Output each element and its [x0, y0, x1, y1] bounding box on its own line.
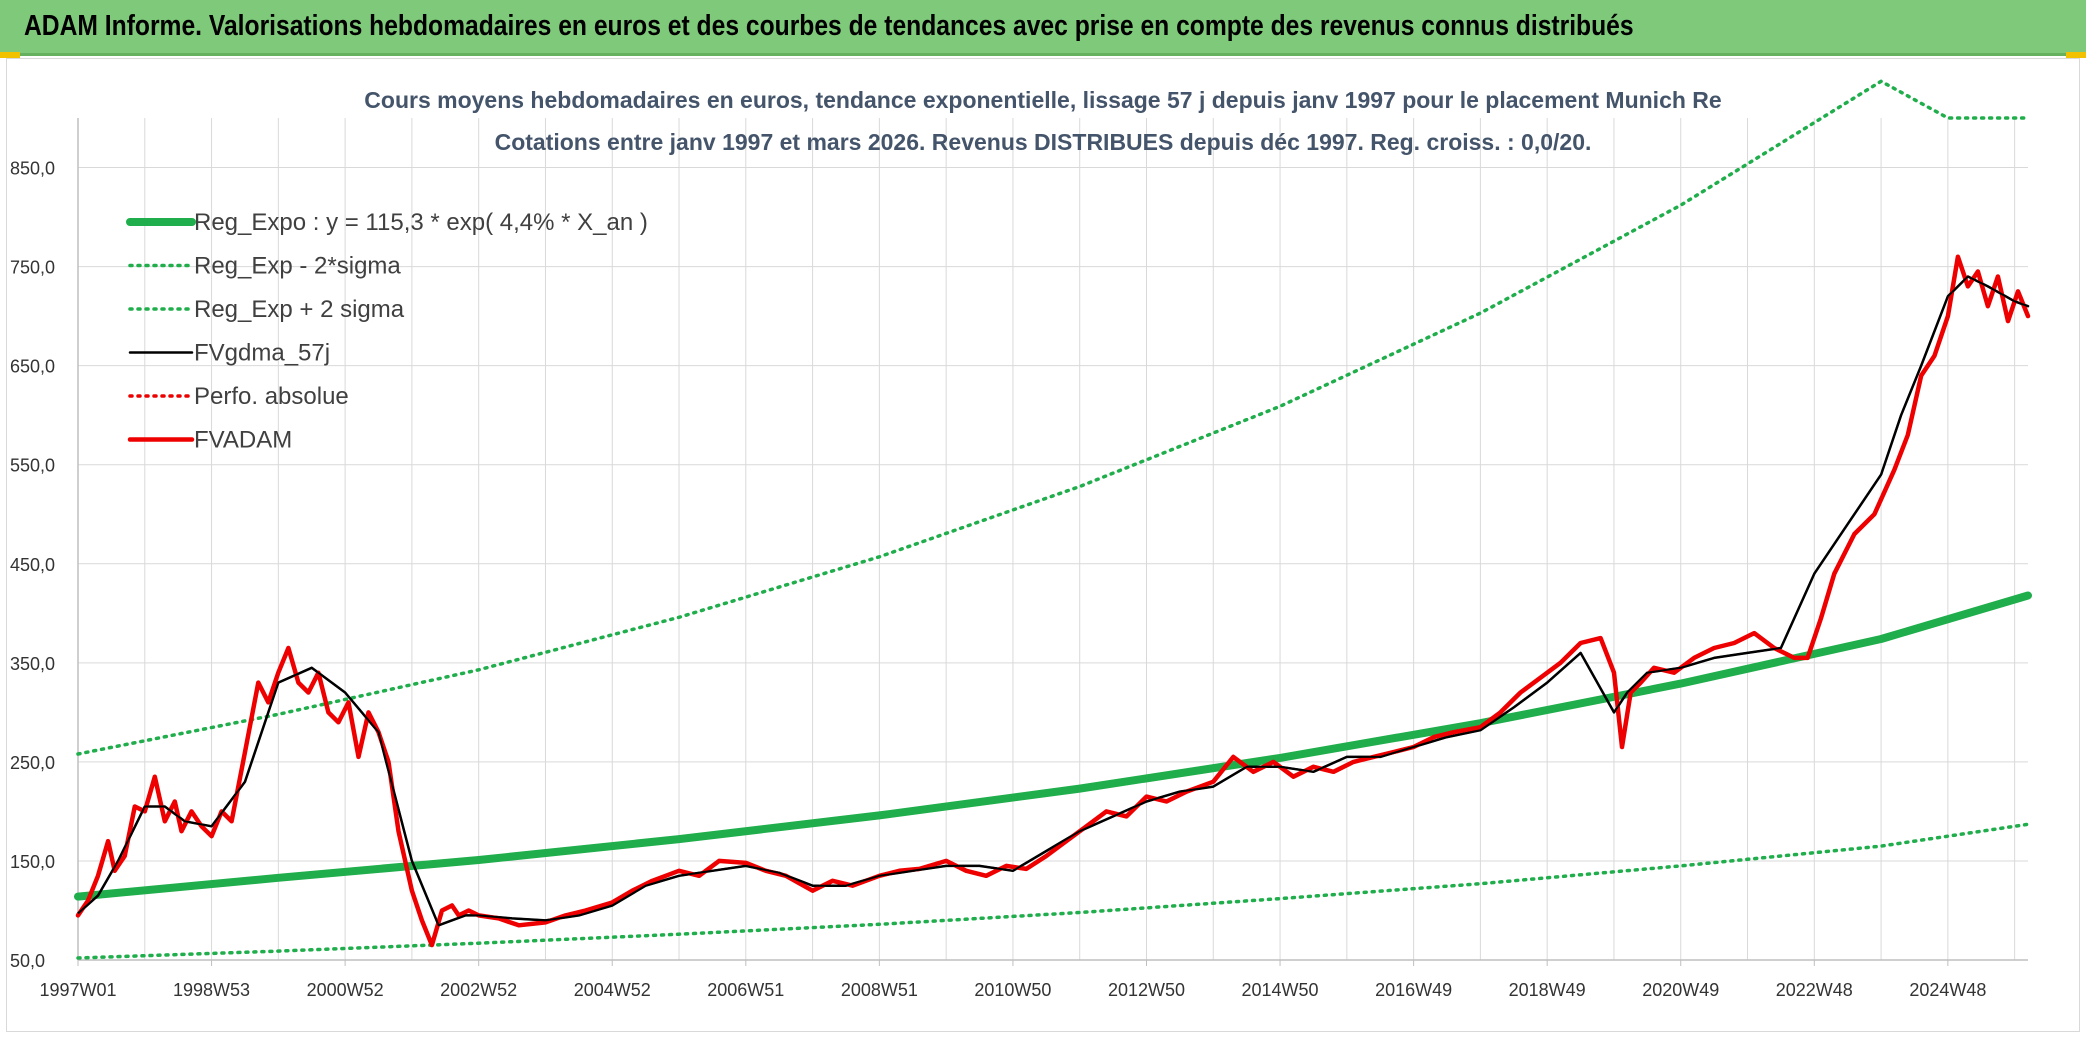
x-tick-label: 2000W52 — [307, 980, 384, 1000]
y-tick-label: 450,0 — [10, 555, 55, 575]
x-tick-label: 2008W51 — [841, 980, 918, 1000]
x-tick-label: 2014W50 — [1242, 980, 1319, 1000]
y-tick-label: 50,0 — [10, 951, 45, 971]
series-line-1 — [76, 822, 2030, 960]
x-axis: 1997W01 1998W53 2000W52 2002W52 2004W52 2006W… — [39, 960, 1986, 1000]
y-tick-label: 250,0 — [10, 753, 55, 773]
corner-marker-left — [0, 52, 20, 58]
y-tick-label: 650,0 — [10, 357, 55, 377]
series-layer — [74, 79, 2032, 960]
x-tick-label: 2004W52 — [574, 980, 651, 1000]
y-tick-label: 150,0 — [10, 852, 55, 872]
y-tick-label: 550,0 — [10, 456, 55, 476]
grid — [77, 118, 2028, 961]
legend: Reg_Expo : y = 115,3 * exp( 4,4% * X_an … — [126, 209, 648, 454]
chart-frame — [6, 58, 2080, 1032]
x-tick-label: 2020W49 — [1642, 980, 1719, 1000]
banner-title: ADAM Informe. Valorisations hebdomadaire… — [24, 10, 1634, 42]
series-line-2 — [76, 79, 2030, 756]
legend-label-3: FVgdma_57j — [194, 340, 330, 367]
series-line-0 — [74, 591, 2032, 901]
legend-label-0: Reg_Expo : y = 115,3 * exp( 4,4% * X_an … — [194, 209, 648, 236]
corner-marker-right — [2066, 52, 2086, 58]
x-tick-label: 2016W49 — [1375, 980, 1452, 1000]
x-tick-label: 2022W48 — [1776, 980, 1853, 1000]
legend-label-5: FVADAM — [194, 427, 292, 454]
x-tick-label: 2012W50 — [1108, 980, 1185, 1000]
x-tick-label: 2018W49 — [1509, 980, 1586, 1000]
y-tick-label: 850,0 — [10, 159, 55, 179]
x-tick-label: 1998W53 — [173, 980, 250, 1000]
header-banner: ADAM Informe. Valorisations hebdomadaire… — [0, 0, 2086, 56]
legend-label-1: Reg_Exp - 2*sigma — [194, 253, 401, 280]
series-line-5 — [75, 254, 2031, 948]
x-tick-label: 2006W51 — [707, 980, 784, 1000]
y-axis: 50,0 150,0 250,0 350,0 450,0 550,0 650,0 750,0 8… — [10, 159, 55, 971]
x-tick-label: 2024W48 — [1909, 980, 1986, 1000]
series-line-3 — [76, 275, 2030, 927]
y-tick-label: 350,0 — [10, 654, 55, 674]
chart-title: Cours moyens hebdomadaires en euros, ten… — [364, 87, 1721, 113]
series-line-3-overlay — [77, 275, 2029, 927]
chart-subtitle: Cotations entre janv 1997 et mars 2026. … — [495, 129, 1592, 155]
x-tick-label: 2002W52 — [440, 980, 517, 1000]
legend-label-4: Perfo. absolue — [194, 383, 349, 410]
x-tick-label: 1997W01 — [39, 980, 116, 1000]
y-tick-label: 750,0 — [10, 258, 55, 278]
legend-label-2: Reg_Exp + 2 sigma — [194, 296, 405, 323]
x-tick-label: 2010W50 — [974, 980, 1051, 1000]
